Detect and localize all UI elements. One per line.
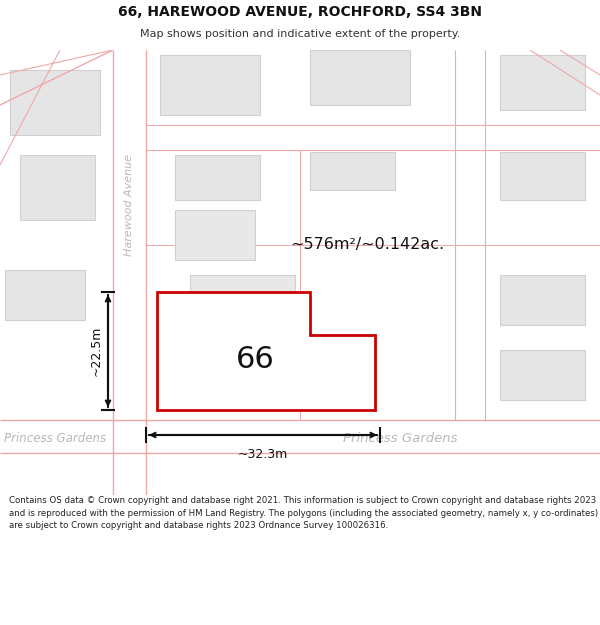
Text: 66, HAREWOOD AVENUE, ROCHFORD, SS4 3BN: 66, HAREWOOD AVENUE, ROCHFORD, SS4 3BN [118, 5, 482, 19]
Text: 66: 66 [236, 346, 274, 374]
Bar [5, 270, 85, 320]
Bar [310, 152, 395, 190]
Text: Contains OS data © Crown copyright and database right 2021. This information is : Contains OS data © Crown copyright and d… [9, 496, 598, 529]
Text: Map shows position and indicative extent of the property.: Map shows position and indicative extent… [140, 29, 460, 39]
Bar [310, 50, 410, 105]
Text: ~576m²/~0.142ac.: ~576m²/~0.142ac. [290, 238, 444, 252]
Bar [10, 70, 100, 135]
Text: ~22.5m: ~22.5m [90, 326, 103, 376]
Text: Princess Gardens: Princess Gardens [343, 431, 457, 444]
Text: Harewood Avenue: Harewood Avenue [124, 154, 134, 256]
Bar [20, 155, 95, 220]
Bar [455, 50, 485, 420]
Bar [190, 275, 295, 340]
Bar [500, 275, 585, 325]
Bar [175, 210, 255, 260]
Bar [175, 155, 260, 200]
Bar [113, 50, 146, 495]
Bar [500, 350, 585, 400]
Text: Princess Gardens: Princess Gardens [4, 431, 106, 444]
Text: ~32.3m: ~32.3m [238, 448, 288, 461]
Bar [146, 125, 600, 150]
Bar [500, 55, 585, 110]
Bar [500, 152, 585, 200]
Bar [0, 420, 600, 453]
Bar [160, 55, 260, 115]
Polygon shape [157, 292, 375, 410]
